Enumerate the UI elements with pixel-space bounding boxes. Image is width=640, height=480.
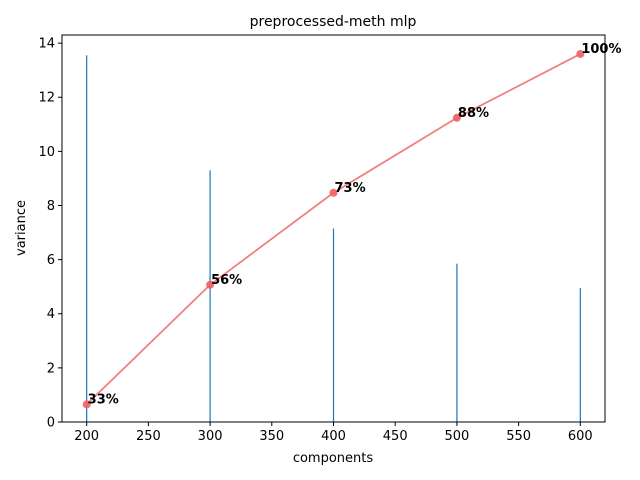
- y-tick-label: 6: [47, 253, 55, 268]
- x-tick-label: 200: [74, 429, 99, 444]
- line-point: [329, 188, 338, 197]
- line-point: [452, 113, 461, 122]
- y-tick-label: 14: [38, 37, 55, 52]
- y-tick-label: 2: [47, 361, 55, 376]
- y-tick-label: 12: [38, 91, 55, 106]
- x-tick-label: 450: [383, 429, 408, 444]
- x-tick-label: 300: [198, 429, 223, 444]
- y-tick-label: 4: [47, 307, 55, 322]
- y-tick-label: 10: [38, 145, 55, 160]
- y-axis-label: variance: [14, 200, 29, 256]
- data-label: 56%: [211, 273, 242, 288]
- x-tick-label: 600: [568, 429, 593, 444]
- y-tick-label: 8: [47, 199, 55, 214]
- bar: [332, 228, 335, 422]
- bar: [579, 288, 581, 422]
- data-label: 88%: [458, 106, 489, 121]
- line-point: [206, 280, 215, 289]
- plot-area: 33% 56% 73% 88% 100% 200 250 300 350 400 450 500 550…: [38, 34, 621, 444]
- y-tick-label: 0: [47, 416, 55, 431]
- bar: [456, 263, 458, 422]
- bar: [86, 55, 88, 423]
- x-tick-label: 550: [506, 429, 531, 444]
- line-point: [82, 400, 91, 409]
- line-point: [576, 49, 585, 58]
- data-label: 100%: [581, 42, 621, 57]
- x-tick-label: 500: [444, 429, 469, 444]
- x-tick-label: 350: [259, 429, 284, 444]
- bar: [209, 170, 211, 422]
- chart-title: preprocessed-meth mlp: [250, 14, 417, 30]
- x-axis-label: components: [293, 451, 374, 466]
- data-label: 73%: [335, 181, 366, 196]
- data-label: 33%: [88, 392, 119, 407]
- x-tick-label: 400: [321, 429, 346, 444]
- x-tick-label: 250: [136, 429, 161, 444]
